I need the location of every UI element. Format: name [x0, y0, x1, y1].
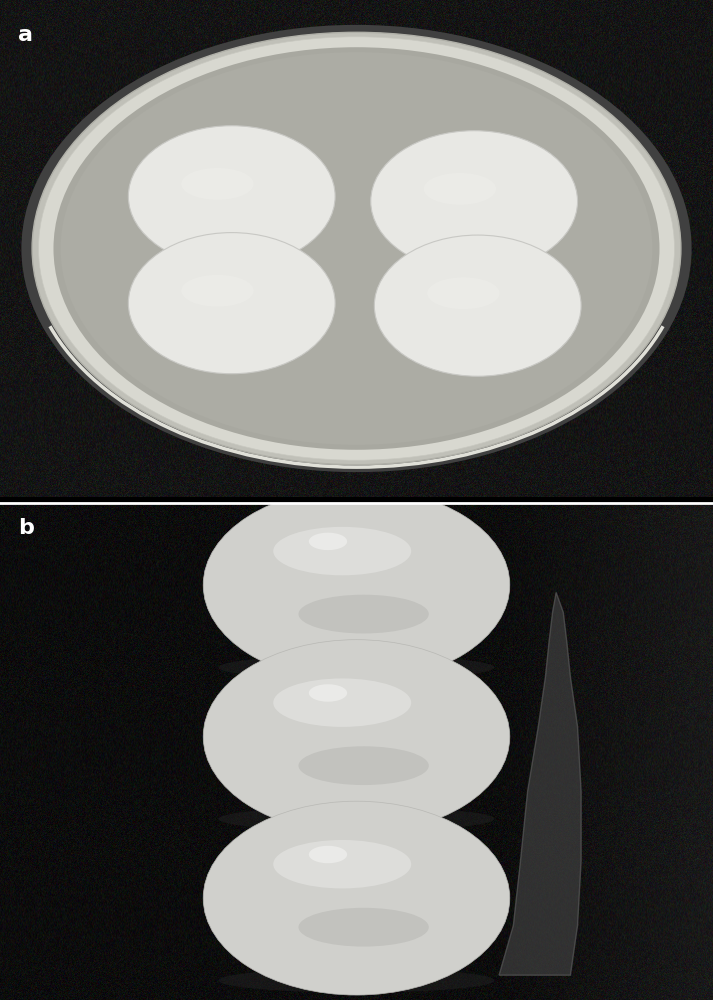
Ellipse shape: [181, 168, 254, 200]
Ellipse shape: [438, 305, 531, 326]
Ellipse shape: [435, 201, 528, 222]
Ellipse shape: [39, 37, 674, 460]
PathPatch shape: [499, 592, 581, 975]
Ellipse shape: [273, 678, 411, 727]
Ellipse shape: [128, 233, 335, 374]
Ellipse shape: [32, 32, 681, 465]
Ellipse shape: [218, 655, 495, 679]
Ellipse shape: [371, 131, 578, 272]
Ellipse shape: [374, 235, 581, 376]
Ellipse shape: [273, 840, 411, 888]
Ellipse shape: [181, 275, 254, 307]
Text: a: a: [18, 25, 33, 45]
Ellipse shape: [309, 684, 347, 702]
Ellipse shape: [218, 807, 495, 831]
Ellipse shape: [309, 533, 347, 550]
Ellipse shape: [299, 746, 429, 785]
Ellipse shape: [128, 126, 335, 267]
Ellipse shape: [53, 47, 660, 450]
Ellipse shape: [309, 846, 347, 863]
Ellipse shape: [299, 595, 429, 633]
Ellipse shape: [21, 25, 692, 472]
Ellipse shape: [193, 303, 285, 324]
Text: b: b: [18, 518, 34, 538]
Ellipse shape: [299, 908, 429, 947]
Ellipse shape: [203, 488, 510, 682]
Ellipse shape: [203, 640, 510, 834]
Ellipse shape: [424, 173, 496, 205]
Ellipse shape: [193, 196, 285, 217]
Ellipse shape: [61, 52, 652, 445]
Ellipse shape: [203, 801, 510, 995]
Ellipse shape: [273, 527, 411, 575]
Ellipse shape: [218, 968, 495, 993]
Ellipse shape: [427, 277, 500, 309]
